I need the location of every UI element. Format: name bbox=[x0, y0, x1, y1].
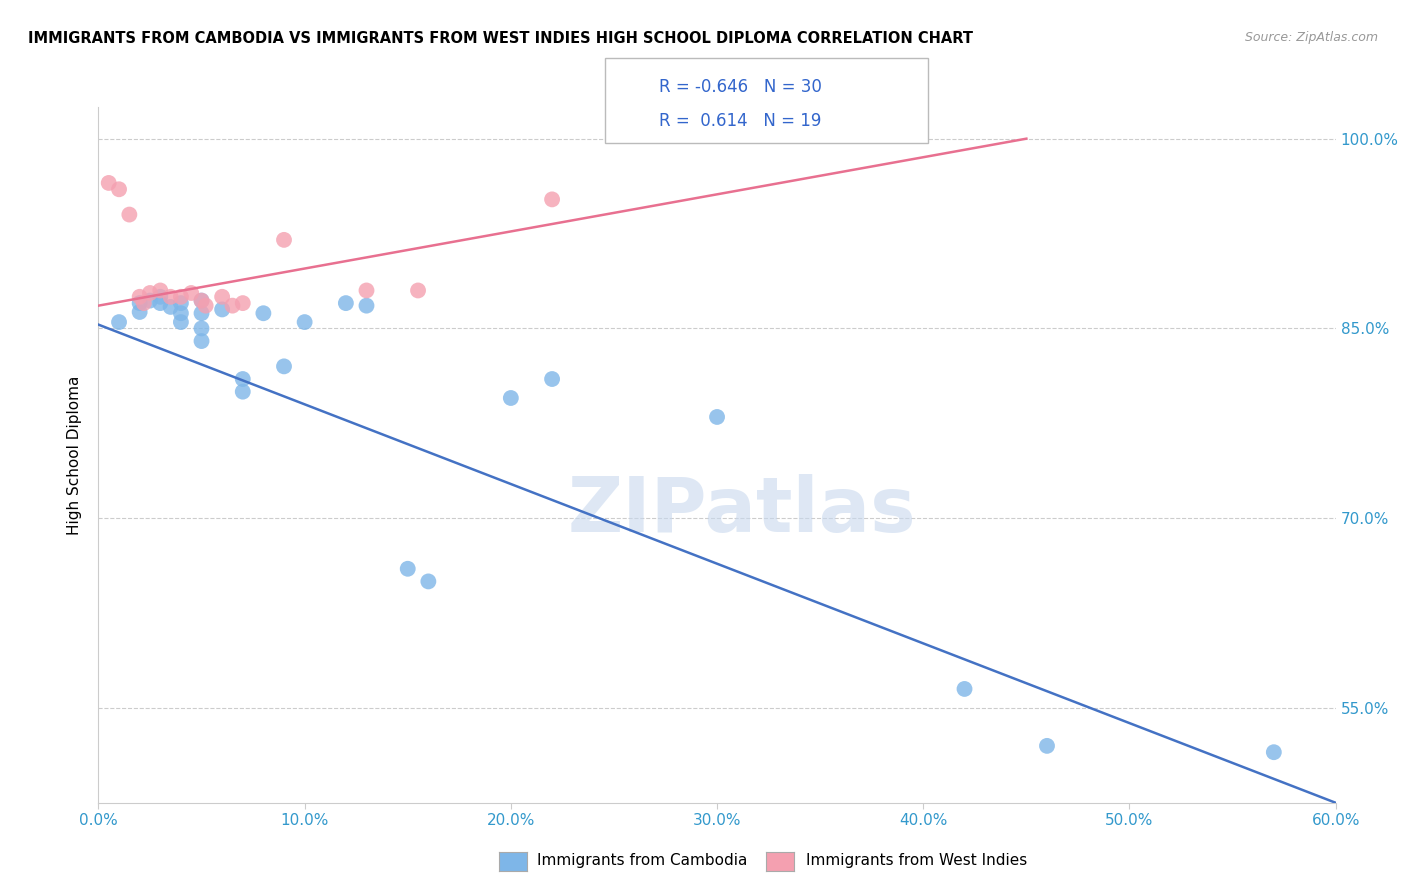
Point bbox=[194, 299, 217, 313]
Point bbox=[211, 302, 233, 317]
Point bbox=[190, 293, 212, 308]
Point bbox=[221, 299, 243, 313]
Point bbox=[190, 334, 212, 348]
Point bbox=[232, 384, 254, 399]
Point bbox=[190, 306, 212, 320]
Point bbox=[149, 290, 172, 304]
Point bbox=[139, 285, 162, 300]
Y-axis label: High School Diploma: High School Diploma bbox=[67, 376, 83, 534]
Text: R = -0.646   N = 30: R = -0.646 N = 30 bbox=[659, 78, 823, 95]
Point bbox=[159, 290, 181, 304]
Point bbox=[190, 293, 212, 308]
Point bbox=[190, 321, 212, 335]
Point bbox=[396, 562, 419, 576]
Point bbox=[953, 681, 976, 696]
Point bbox=[128, 296, 150, 310]
Point bbox=[541, 193, 564, 207]
Point bbox=[97, 176, 120, 190]
Point bbox=[356, 299, 378, 313]
Text: Immigrants from West Indies: Immigrants from West Indies bbox=[806, 854, 1026, 868]
Point bbox=[1263, 745, 1285, 759]
Point bbox=[149, 296, 172, 310]
Point bbox=[706, 409, 728, 424]
Point bbox=[159, 300, 181, 314]
Point bbox=[541, 372, 564, 386]
Point bbox=[149, 284, 172, 298]
Point bbox=[170, 315, 193, 329]
Point bbox=[294, 315, 316, 329]
Point bbox=[273, 359, 295, 374]
Point bbox=[1036, 739, 1059, 753]
Point bbox=[118, 208, 141, 222]
Point bbox=[499, 391, 522, 405]
Text: IMMIGRANTS FROM CAMBODIA VS IMMIGRANTS FROM WEST INDIES HIGH SCHOOL DIPLOMA CORR: IMMIGRANTS FROM CAMBODIA VS IMMIGRANTS F… bbox=[28, 31, 973, 46]
Text: R =  0.614   N = 19: R = 0.614 N = 19 bbox=[659, 112, 821, 129]
Point bbox=[170, 290, 193, 304]
Text: ZIPatlas: ZIPatlas bbox=[568, 474, 917, 548]
Point bbox=[108, 315, 131, 329]
Point bbox=[170, 306, 193, 320]
Point bbox=[128, 290, 150, 304]
Point bbox=[211, 290, 233, 304]
Point bbox=[132, 296, 155, 310]
Point bbox=[108, 182, 131, 196]
Point bbox=[356, 284, 378, 298]
Point bbox=[170, 296, 193, 310]
Text: Source: ZipAtlas.com: Source: ZipAtlas.com bbox=[1244, 31, 1378, 45]
Point bbox=[232, 372, 254, 386]
Point bbox=[232, 296, 254, 310]
Point bbox=[418, 574, 440, 589]
Point bbox=[252, 306, 274, 320]
Point bbox=[180, 285, 202, 300]
Point bbox=[406, 284, 429, 298]
Point bbox=[335, 296, 357, 310]
Text: Immigrants from Cambodia: Immigrants from Cambodia bbox=[537, 854, 748, 868]
Point bbox=[128, 305, 150, 319]
Point bbox=[273, 233, 295, 247]
Point bbox=[139, 293, 162, 308]
